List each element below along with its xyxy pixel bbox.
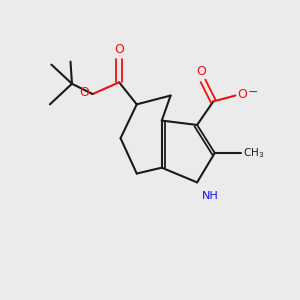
Text: O: O [79, 86, 89, 99]
Text: O: O [237, 88, 247, 100]
Text: −: − [248, 85, 258, 98]
Text: O: O [114, 43, 124, 56]
Text: CH$_3$: CH$_3$ [243, 146, 264, 160]
Text: NH: NH [202, 191, 218, 201]
Text: O: O [196, 65, 206, 78]
